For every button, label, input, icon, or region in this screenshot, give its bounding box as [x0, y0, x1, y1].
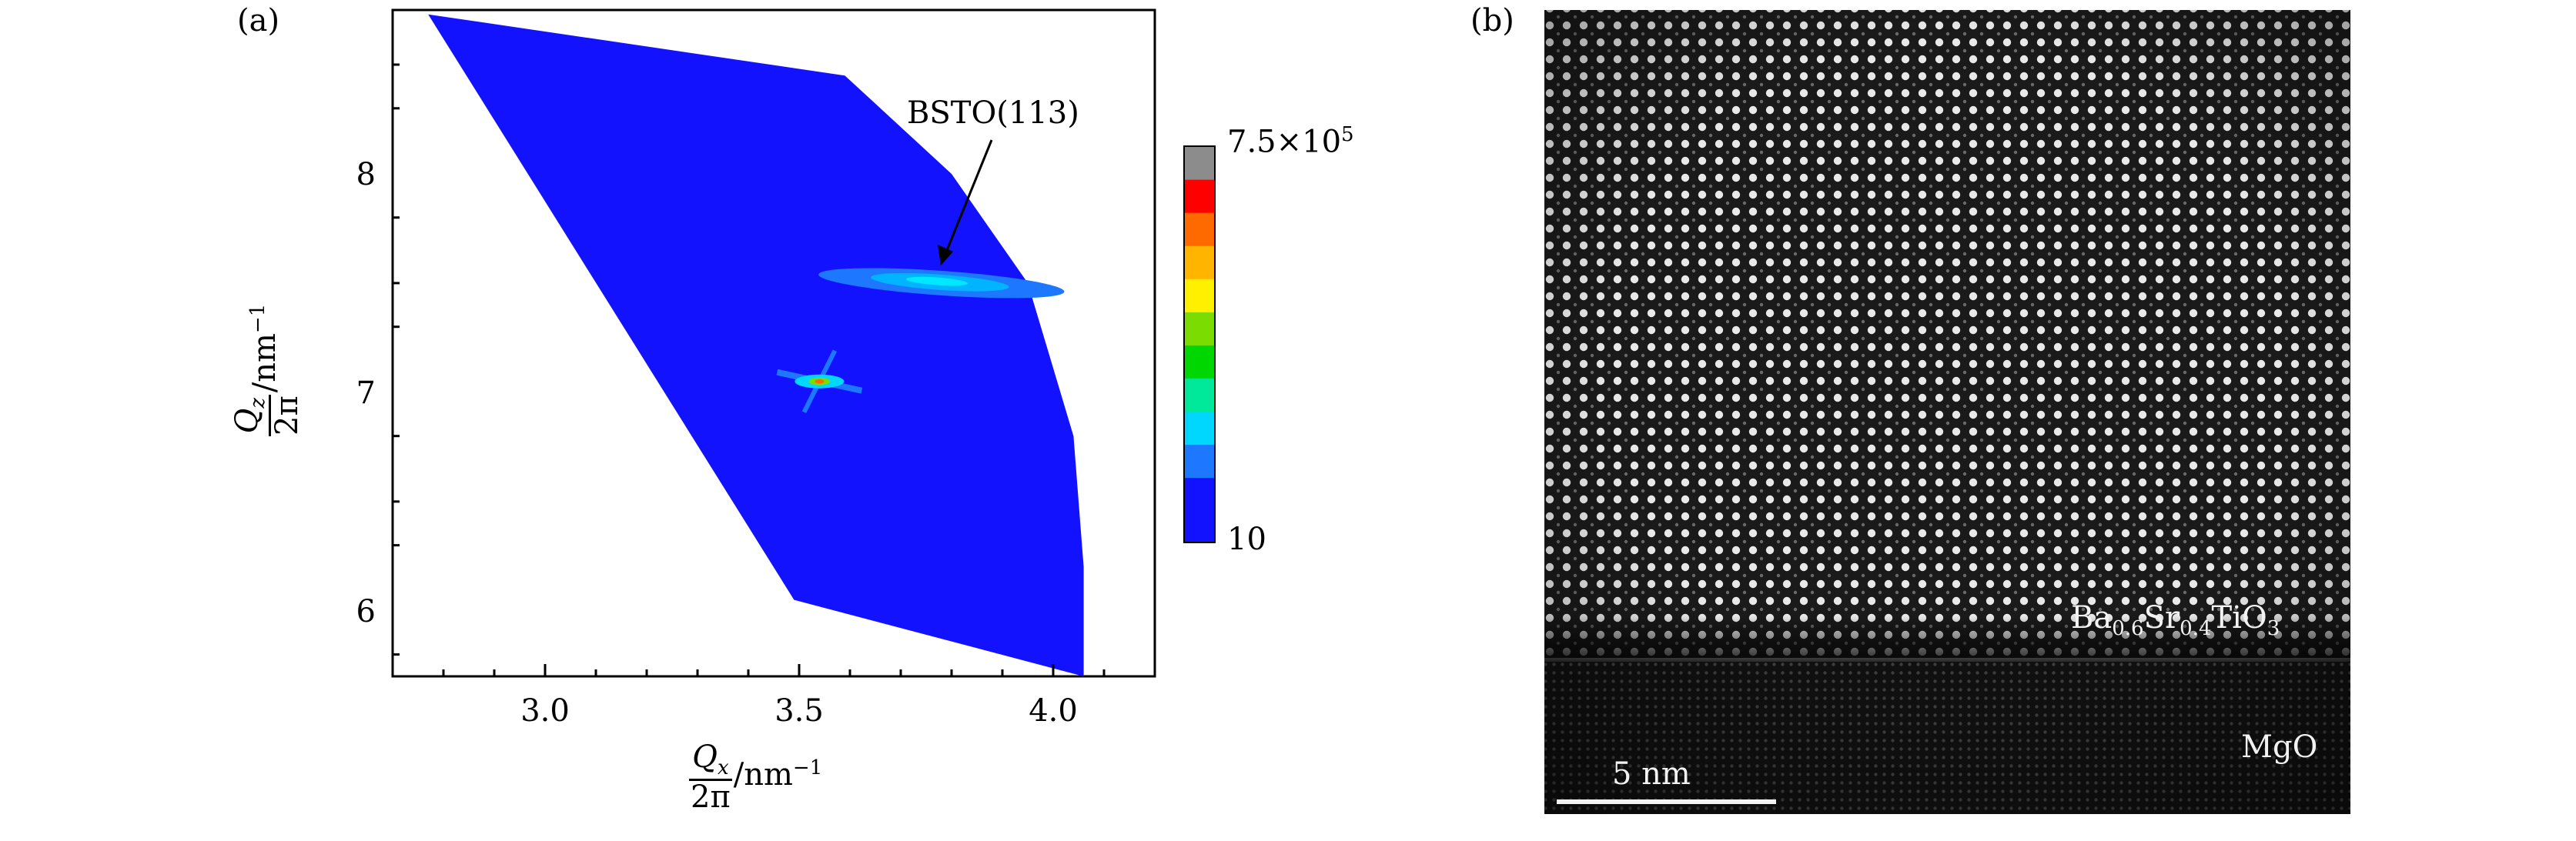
bsto-peak-core [906, 276, 968, 286]
substrate-peak-core [815, 379, 825, 384]
colorbar-segment [1184, 212, 1215, 246]
x-tick-label: 3.5 [774, 693, 824, 729]
arrow-shaft [942, 139, 993, 259]
colorbar-frame [1183, 145, 1216, 543]
colorbar-max-mantissa: 7.5 [1227, 124, 1276, 160]
heatmap-layer [428, 14, 1084, 676]
x-tick-label: 3.0 [520, 693, 570, 729]
film-tio-sub: 3 [2267, 617, 2280, 640]
colorbar-segment [1184, 444, 1215, 479]
y-tick-label: 7 [356, 375, 376, 411]
image-vignette [1544, 10, 2350, 814]
bsto-peak-annotation: BSTO(113) [907, 95, 1079, 131]
x-title-subscript: x [717, 756, 729, 779]
film-tio: TiO [2211, 600, 2267, 636]
y-tick-label: 8 [356, 157, 376, 192]
colorbar-min-label: 10 [1227, 522, 1266, 557]
x-title-denominator: 2π [691, 779, 731, 816]
colorbar-segment [1184, 312, 1215, 345]
film-composition-label: Ba0.6Sr0.4TiO3 [2071, 600, 2280, 640]
arrow-head [938, 245, 953, 265]
colorbar-max-exp: 5 [1341, 123, 1354, 146]
colorbar-segment [1184, 477, 1215, 543]
film-sr: Sr [2143, 600, 2180, 636]
panel-b-label: (b) [1470, 3, 1514, 38]
scale-bar [1557, 799, 1776, 804]
y-tick-label: 6 [356, 594, 376, 629]
axis-ticks: 3.0 3.5 4.0 6 7 8 [356, 63, 1106, 729]
colorbar-segment [1184, 279, 1215, 312]
colorbar-segment [1184, 345, 1215, 379]
colorbar-segment [1184, 411, 1215, 446]
y-title-subscript: z [246, 397, 269, 409]
y-title-denominator: 2π [269, 395, 306, 436]
colorbar-segment [1184, 245, 1215, 279]
y-title-symbol: Q [229, 408, 265, 434]
film-ba-sub: 0.6 [2112, 617, 2144, 640]
scan-region [428, 14, 1084, 676]
panel-a-label: (a) [237, 3, 280, 38]
substrate-label: MgO [2241, 729, 2318, 765]
y-title-unit-exp: −1 [246, 303, 269, 334]
panel-a: 3.0 3.5 4.0 6 7 8 [356, 8, 1216, 729]
x-axis-title: Qx 2π /nm−1 [687, 741, 822, 813]
x-title-symbol: Q [692, 739, 718, 775]
x-title-unit: /nm [733, 757, 793, 793]
x-title-unit-exp: −1 [792, 756, 823, 779]
y-title-unit: /nm [247, 333, 283, 393]
colorbar-segment [1184, 146, 1215, 180]
colorbar-segment [1184, 378, 1215, 412]
colorbar-max-label: 7.5×105 [1227, 123, 1354, 159]
colorbar-max-times: ×10 [1276, 124, 1342, 160]
colorbar-segment [1184, 179, 1215, 213]
x-tick-label: 4.0 [1029, 693, 1078, 729]
film-sr-sub: 0.4 [2180, 617, 2212, 640]
colorbar [1183, 145, 1216, 543]
film-ba: Ba [2071, 600, 2113, 636]
scale-bar-label: 5 nm [1612, 756, 1691, 792]
panel-b-image [1544, 10, 2350, 814]
